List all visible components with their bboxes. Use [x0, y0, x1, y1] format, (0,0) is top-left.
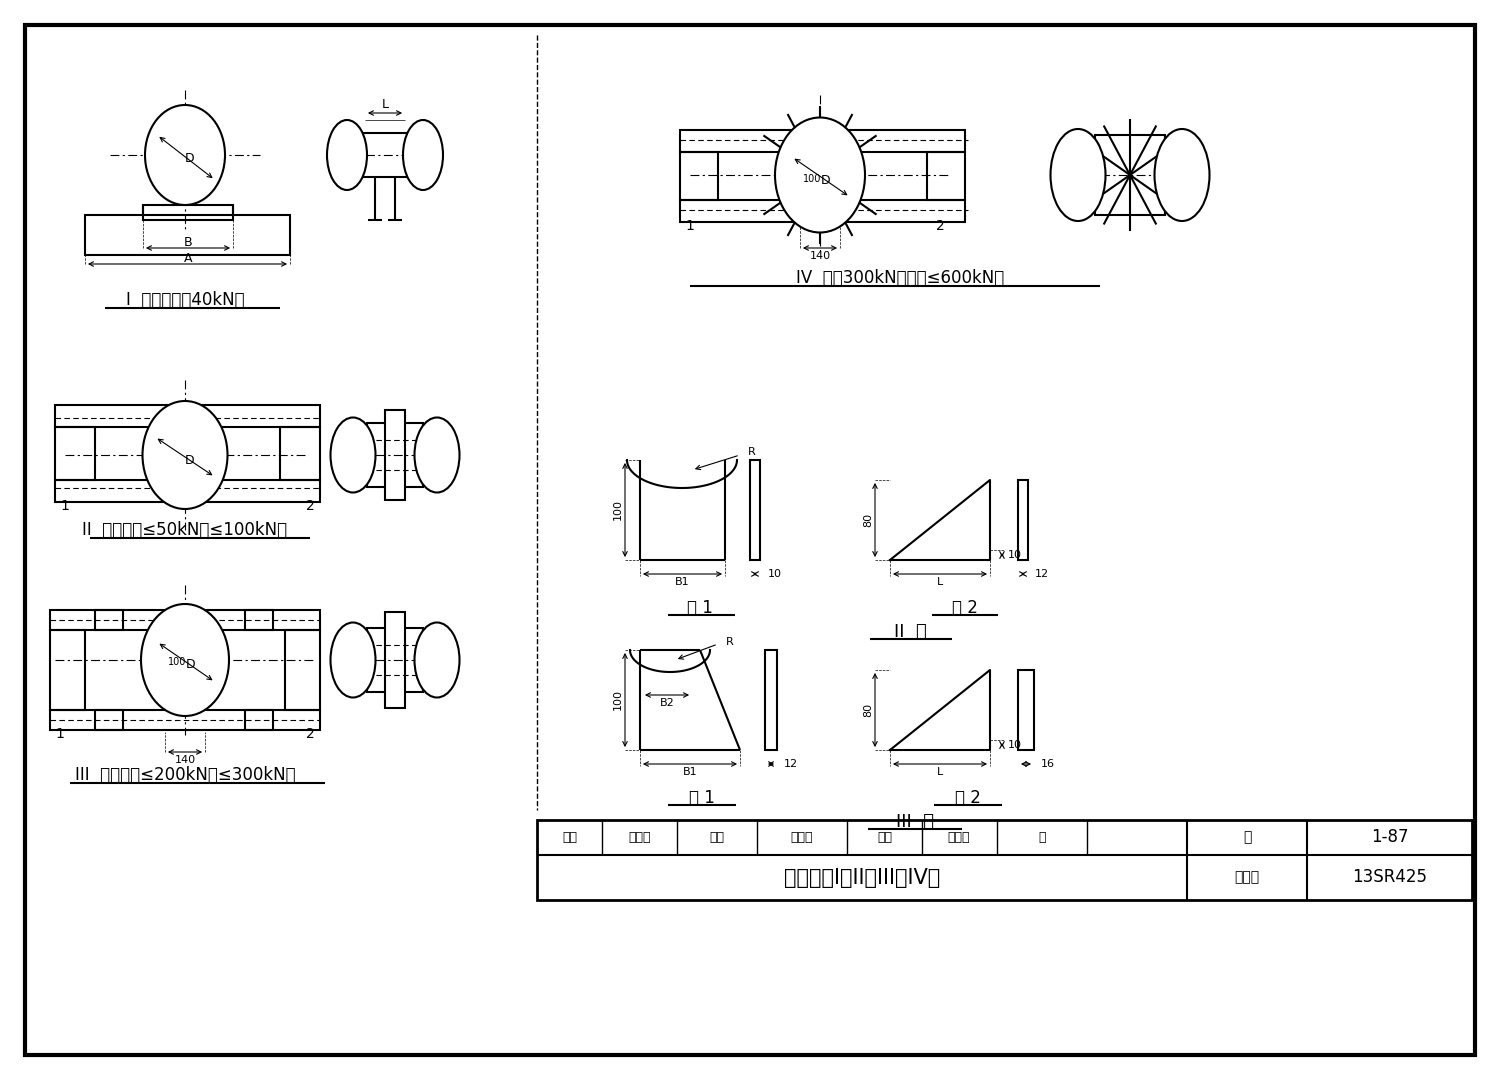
Text: 1: 1 [56, 727, 64, 741]
Text: 140: 140 [174, 755, 195, 765]
Bar [50, 610, 320, 630]
Text: 1: 1 [60, 499, 69, 513]
Bar [94, 710, 123, 730]
Text: 校对: 校对 [710, 831, 724, 843]
Bar [86, 215, 290, 255]
Text: L: L [938, 767, 944, 777]
Text: III  型（推力≤200kN或≤300kN）: III 型（推力≤200kN或≤300kN） [75, 766, 296, 784]
Text: D: D [821, 174, 831, 187]
Bar [1019, 670, 1034, 750]
Text: 12: 12 [1035, 569, 1048, 579]
Text: 图集号: 图集号 [1234, 870, 1260, 885]
Text: 10: 10 [1008, 740, 1022, 750]
Text: 贾洋洋: 贾洋洋 [790, 831, 813, 843]
Text: 赵应显: 赵应显 [948, 831, 970, 843]
Bar [765, 650, 777, 750]
Text: 10: 10 [1008, 550, 1022, 561]
Text: 牛进才: 牛进才 [628, 831, 651, 843]
Ellipse shape [141, 604, 230, 716]
Ellipse shape [327, 120, 368, 190]
Text: D: D [184, 454, 195, 467]
Text: 13SR425: 13SR425 [1352, 868, 1426, 887]
Bar [56, 427, 94, 480]
Bar [50, 710, 320, 730]
Text: II  型（推力≤50kN或≤100kN）: II 型（推力≤50kN或≤100kN） [82, 521, 288, 539]
Text: 1-87: 1-87 [1371, 828, 1408, 847]
Bar [285, 630, 320, 710]
Text: R: R [748, 447, 756, 457]
Bar [386, 410, 405, 500]
Text: 设计: 设计 [878, 831, 892, 843]
Bar [56, 480, 320, 502]
Ellipse shape [330, 622, 375, 698]
Bar [680, 130, 964, 152]
Ellipse shape [146, 105, 225, 205]
Bar [1095, 135, 1166, 215]
Text: 固定支座I、II、III、IV型: 固定支座I、II、III、IV型 [784, 867, 940, 888]
Text: 1: 1 [686, 219, 694, 233]
Text: 80: 80 [862, 513, 873, 527]
Text: 100: 100 [802, 174, 820, 184]
Bar [368, 627, 423, 692]
Text: 10: 10 [768, 569, 782, 579]
Bar [244, 710, 273, 730]
Text: 80: 80 [862, 703, 873, 717]
Bar [56, 405, 320, 427]
Bar [537, 820, 1472, 900]
Ellipse shape [404, 120, 442, 190]
Ellipse shape [414, 622, 459, 698]
Text: 100: 100 [614, 689, 622, 711]
Text: 件 2: 件 2 [956, 789, 981, 807]
Text: 16: 16 [1041, 759, 1054, 769]
Ellipse shape [776, 118, 865, 232]
Text: L: L [938, 577, 944, 588]
Text: 件 1: 件 1 [687, 599, 712, 617]
Bar [50, 630, 86, 710]
Text: B2: B2 [660, 698, 675, 708]
Text: 页: 页 [1038, 831, 1046, 843]
Text: 100: 100 [614, 499, 622, 521]
Bar [368, 423, 423, 487]
Ellipse shape [330, 418, 375, 492]
Bar [280, 427, 320, 480]
Bar [927, 152, 964, 200]
Text: III  型: III 型 [896, 813, 934, 831]
Text: 页: 页 [1244, 831, 1251, 845]
Ellipse shape [1050, 129, 1106, 221]
Text: IV  型（300kN＜推力≤600kN）: IV 型（300kN＜推力≤600kN） [796, 269, 1004, 287]
Bar [750, 460, 760, 561]
Text: R: R [726, 637, 734, 647]
Ellipse shape [142, 401, 228, 509]
Text: 2: 2 [306, 499, 315, 513]
Text: 件 1: 件 1 [688, 789, 715, 807]
Bar [94, 610, 123, 630]
Text: L: L [381, 98, 388, 111]
Bar [244, 610, 273, 630]
Text: 12: 12 [784, 759, 798, 769]
Text: B: B [183, 237, 192, 249]
Bar [142, 205, 232, 220]
Bar [1019, 480, 1028, 561]
Text: 件 2: 件 2 [952, 599, 978, 617]
Bar [386, 612, 405, 708]
Bar [363, 133, 407, 177]
Text: D: D [186, 659, 196, 672]
Text: D: D [184, 151, 195, 164]
Text: I  型（推力＜40kN）: I 型（推力＜40kN） [126, 291, 244, 309]
Bar [680, 200, 964, 222]
Text: B1: B1 [675, 577, 690, 588]
Text: A: A [183, 253, 192, 266]
Text: II  型: II 型 [894, 623, 927, 642]
Text: 100: 100 [168, 657, 186, 667]
Ellipse shape [414, 418, 459, 492]
Text: 2: 2 [936, 219, 945, 233]
Bar [680, 152, 718, 200]
Text: 140: 140 [810, 251, 831, 261]
Text: 审核: 审核 [562, 831, 578, 843]
Ellipse shape [1155, 129, 1209, 221]
Text: B1: B1 [682, 767, 698, 777]
Text: 2: 2 [306, 727, 315, 741]
